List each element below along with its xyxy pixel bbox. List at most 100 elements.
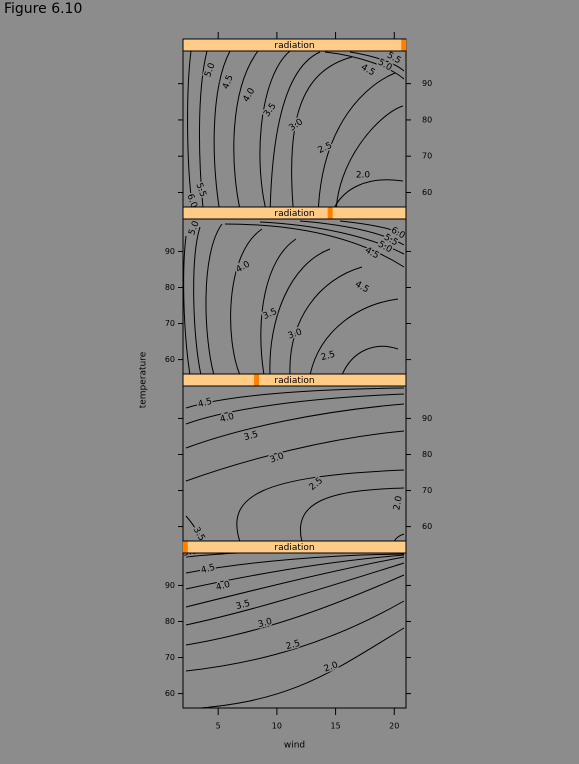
contour-label: 5.0 [187,219,201,236]
x-tick-label: 10 [272,722,282,731]
contour-line [224,223,405,268]
strip: radiation [182,38,407,52]
contour-line [230,228,263,374]
y-tick-label: 60 [422,188,432,197]
contour-label: 3.0 [287,327,304,341]
contour-line [324,51,405,80]
contour-label: 4.5 [221,74,235,91]
contour-label: 4.5 [359,63,376,79]
strip-background [182,206,407,220]
contour-line [349,51,405,72]
contour-line [193,226,202,374]
contour-line [185,554,405,590]
contour-line [185,600,405,672]
strip: radiation [182,540,407,554]
y-tick-label: 60 [165,689,175,698]
y-tick-label: 90 [422,79,432,88]
contour-line [334,179,404,207]
contour-label: 3.0 [288,117,306,134]
y-tick-label: 80 [422,115,432,124]
contour-line [185,574,405,646]
strip-indicator [254,374,260,386]
contour-line [187,51,193,207]
contour-line [183,235,191,374]
panel-border [182,552,407,709]
contour-label: 4.0 [235,259,253,275]
contour-line [339,220,405,236]
y-tick-label: 80 [165,617,175,626]
strip: radiation [182,206,407,220]
strip-label: radiation [274,209,314,219]
contour-label: 4.0 [242,86,258,104]
contour-label: 2.0 [323,660,340,674]
strip-indicator [401,39,407,51]
contour-label: 3.5 [235,599,251,612]
y-tick-label: 80 [165,283,175,292]
contour-line [185,387,405,409]
contour-line [289,266,363,374]
contour-label: 2.0 [392,495,404,511]
x-tick-label: 20 [389,722,399,731]
contour-label: 4.5 [197,397,213,410]
panel-border [182,218,407,375]
contour-line [185,553,405,574]
contour-line [259,221,405,255]
contour-line [318,72,396,207]
x-tick-label: 5 [216,722,221,731]
contour-label: 4.0 [215,580,232,593]
contour-label: 2.5 [285,639,301,652]
contour-label: 2.0 [356,171,371,181]
panel-4: 5.04.5 4.03.5 3.0 2.5 2.0 radiation 60 70 80 90 [165,540,411,709]
contour-label: 3.0 [269,451,286,465]
contour-label: 5.0 [182,546,198,558]
contour-line [185,393,405,425]
contour-lines: 5.04.54.03.53.02.52.05.56.04.5 5.05.5 [183,51,405,207]
contour-lines: 4.54.03.53.02.52.03.5 [185,387,406,543]
strip-label: radiation [274,41,314,51]
contour-line [309,298,399,374]
y-tick-label: 90 [422,414,432,423]
contour-line [236,469,405,541]
contour-lines: 5.04.5 4.03.5 3.0 2.5 2.0 [182,546,405,708]
contour-line [213,51,231,207]
contour-line [233,51,259,207]
strip-indicator [182,541,188,553]
y-tick-label: 60 [165,355,175,364]
contour-line [335,105,404,207]
x-tick-label: 15 [330,722,340,731]
y-tick-label: 70 [165,319,175,328]
y-tick-label: 90 [165,247,175,256]
strip: radiation [182,373,407,387]
x-axis-label: wind [284,741,305,751]
panel-border [182,385,407,542]
contour-line [185,515,204,541]
contour-line [259,51,291,207]
strip-background [182,373,407,387]
contour-line [185,430,405,482]
contour-line [205,223,223,374]
strip-indicator [327,207,333,219]
contour-line [185,562,405,626]
contour-label: 4.5 [200,563,216,576]
contour-line [185,556,405,608]
contour-label: 3.0 [257,617,274,630]
strip-label: radiation [274,376,314,386]
y-tick-label: 70 [422,486,432,495]
contour-line [260,238,297,374]
contour-line [198,51,208,207]
y-tick-label: 90 [165,581,175,590]
contour-label: 3.5 [191,526,207,543]
contour-label: 3.5 [243,430,259,443]
contour-label: 2.5 [320,350,336,363]
contour-label: 4.5 [353,280,370,296]
y-tick-label: 70 [422,152,432,161]
contour-line [269,248,331,374]
y-tick-label: 60 [422,522,432,531]
contour-line [300,487,405,541]
contour-line [341,345,399,374]
contour-line [269,51,321,207]
contour-line [299,220,405,246]
